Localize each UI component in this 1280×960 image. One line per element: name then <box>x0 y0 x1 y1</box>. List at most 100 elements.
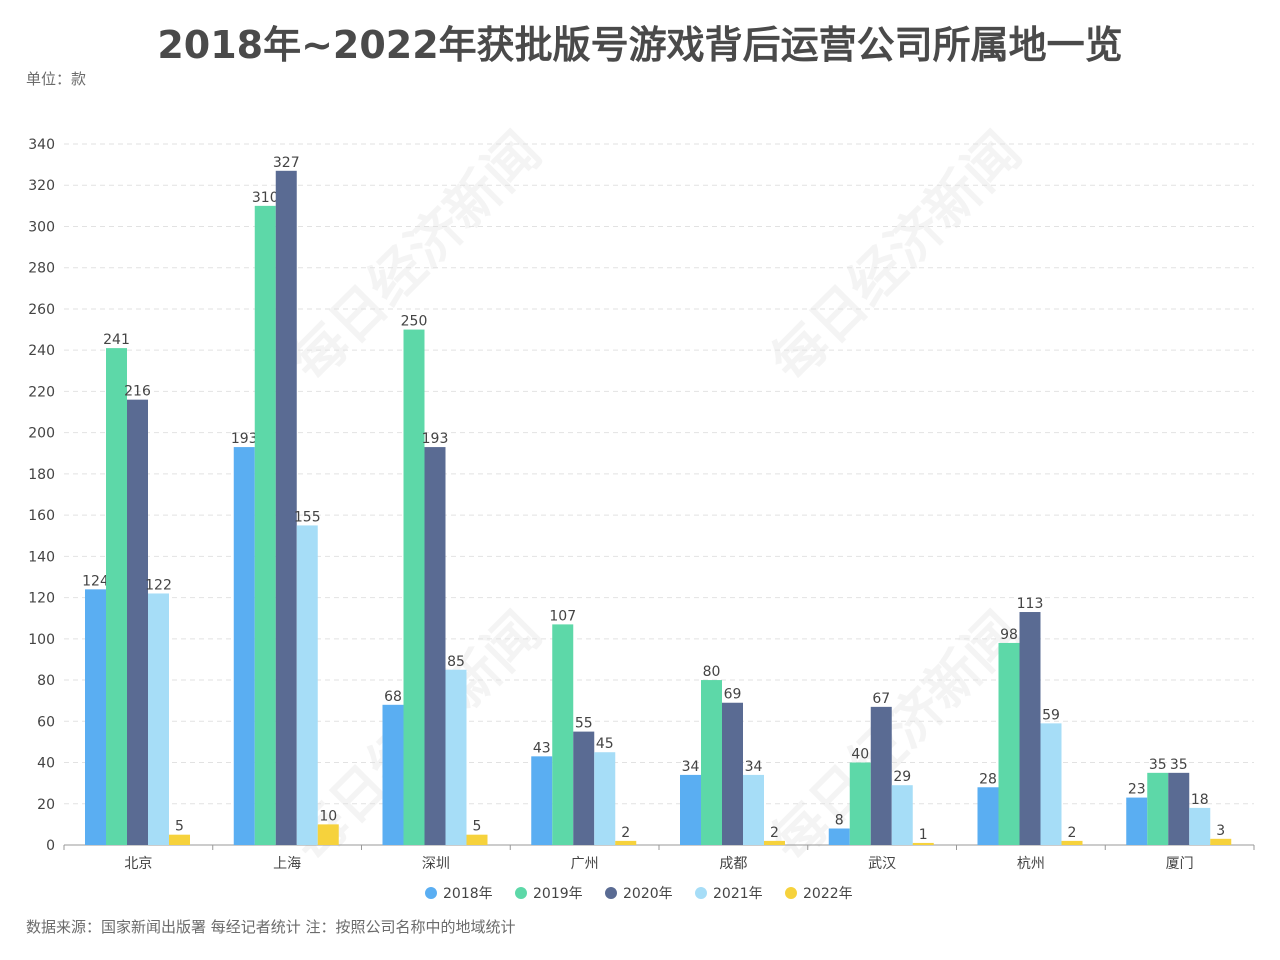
y-tick-label: 240 <box>28 343 55 359</box>
bar <box>233 447 255 845</box>
data-label: 29 <box>893 769 911 785</box>
legend-label: 2022年 <box>803 886 853 902</box>
x-tick-label: 厦门 <box>1166 856 1194 872</box>
data-label: 80 <box>703 664 721 680</box>
x-tick-label: 深圳 <box>422 856 450 872</box>
data-label: 122 <box>145 577 172 593</box>
bar <box>169 834 190 845</box>
legend-marker <box>515 887 527 899</box>
bar <box>1168 772 1190 845</box>
data-label: 1 <box>919 827 928 843</box>
bar <box>127 399 148 845</box>
data-label: 250 <box>401 314 428 330</box>
data-label: 310 <box>252 190 279 206</box>
bar <box>403 329 425 845</box>
data-label: 43 <box>533 740 551 756</box>
bar <box>912 842 934 845</box>
bar <box>977 787 999 845</box>
x-tick-label: 成都 <box>719 856 747 872</box>
bar <box>1126 797 1148 845</box>
bar <box>701 680 722 845</box>
y-tick-label: 160 <box>28 508 55 524</box>
legend-marker <box>605 887 617 899</box>
legend-marker <box>785 887 797 899</box>
bar <box>594 752 616 845</box>
y-tick-label: 340 <box>28 137 55 153</box>
data-label: 35 <box>1149 757 1167 773</box>
bar <box>106 348 127 845</box>
data-label: 55 <box>575 716 593 732</box>
bar <box>891 785 913 845</box>
data-label: 23 <box>1128 782 1146 798</box>
bar <box>1210 838 1232 845</box>
data-label: 107 <box>549 608 576 624</box>
bar <box>85 589 106 845</box>
bar <box>573 731 595 845</box>
y-tick-label: 200 <box>28 426 55 442</box>
data-label: 40 <box>851 747 869 763</box>
x-tick-label: 杭州 <box>1017 856 1045 872</box>
chart-title: 2018年~2022年获批版号游戏背后运营公司所属地一览 <box>157 23 1123 67</box>
data-label: 45 <box>596 736 614 752</box>
bar <box>722 702 743 845</box>
data-label: 28 <box>979 771 997 787</box>
bar <box>680 774 701 845</box>
bar <box>275 170 297 845</box>
y-tick-label: 20 <box>37 797 55 813</box>
data-label: 193 <box>231 431 258 447</box>
bar <box>148 593 169 845</box>
bar <box>296 525 318 845</box>
data-label: 5 <box>175 819 184 835</box>
data-label: 124 <box>82 573 109 589</box>
y-tick-label: 60 <box>37 714 55 730</box>
data-label: 155 <box>294 509 321 525</box>
data-label: 34 <box>745 759 763 775</box>
data-label: 85 <box>447 654 465 670</box>
data-label: 5 <box>473 819 482 835</box>
unit-label: 单位：款 <box>26 70 87 88</box>
data-label: 8 <box>835 813 844 829</box>
y-tick-label: 220 <box>28 384 55 400</box>
x-tick-label: 上海 <box>273 856 301 872</box>
y-tick-label: 260 <box>28 302 55 318</box>
y-tick-label: 100 <box>28 632 55 648</box>
data-label: 67 <box>872 691 890 707</box>
y-tick-label: 280 <box>28 261 55 277</box>
bar <box>870 706 892 845</box>
bar <box>445 669 467 845</box>
bar <box>424 447 446 845</box>
data-label: 2 <box>770 825 779 841</box>
data-label: 10 <box>319 808 337 824</box>
bar <box>1147 772 1169 845</box>
data-label: 241 <box>103 332 130 348</box>
y-tick-label: 40 <box>37 756 55 772</box>
data-label: 59 <box>1042 707 1060 723</box>
x-tick-label: 北京 <box>124 856 152 872</box>
x-tick-label: 武汉 <box>868 856 896 872</box>
data-label: 34 <box>682 759 700 775</box>
bar <box>615 840 637 845</box>
data-label: 18 <box>1191 792 1209 808</box>
bar <box>1189 807 1211 845</box>
data-label: 98 <box>1000 627 1018 643</box>
y-tick-label: 320 <box>28 178 55 194</box>
bar <box>743 774 764 845</box>
bar <box>552 624 574 845</box>
data-label: 35 <box>1170 757 1188 773</box>
bar <box>1061 840 1083 845</box>
data-label: 2 <box>621 825 630 841</box>
data-label: 216 <box>124 384 151 400</box>
bar <box>849 762 871 845</box>
bar <box>998 642 1020 845</box>
data-label: 193 <box>422 431 449 447</box>
bar <box>317 824 339 845</box>
bar <box>1040 723 1062 845</box>
source-note: 数据来源：国家新闻出版署 每经记者统计 注：按照公司名称中的地域统计 <box>26 918 516 936</box>
y-tick-label: 0 <box>46 838 55 854</box>
x-tick-label: 广州 <box>571 856 599 872</box>
bar <box>531 756 553 845</box>
bar <box>828 828 850 845</box>
data-label: 3 <box>1216 823 1225 839</box>
y-tick-label: 120 <box>28 591 55 607</box>
